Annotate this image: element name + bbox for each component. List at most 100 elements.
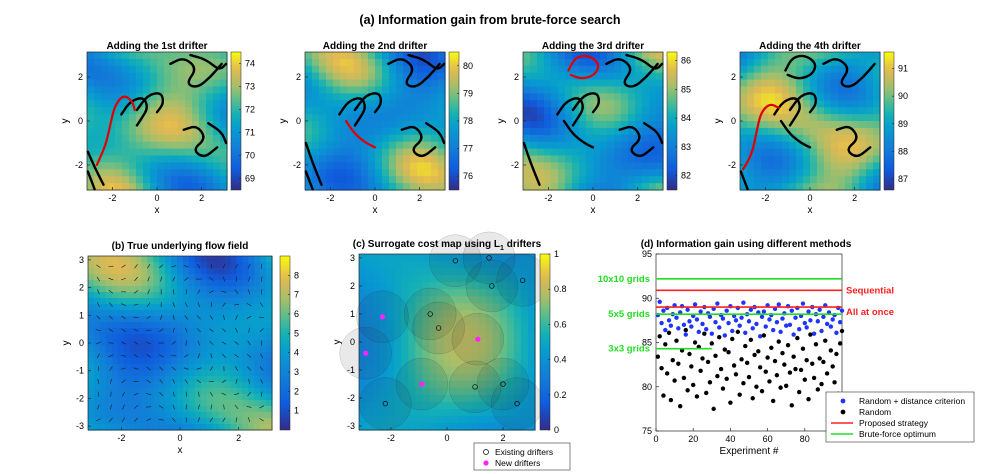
heat-cell	[565, 148, 573, 157]
heat-cell	[212, 376, 220, 383]
heat-cell	[260, 400, 267, 407]
heat-cell	[236, 388, 243, 395]
heat-cell	[182, 322, 190, 329]
heat-cell	[192, 183, 200, 191]
heat-cell	[93, 352, 101, 359]
heat-cell	[230, 274, 237, 281]
heat-cell	[177, 364, 184, 371]
heat-cell	[266, 262, 273, 269]
heat-cell	[147, 280, 154, 287]
heat-cell	[389, 155, 397, 163]
flow-arrow	[146, 406, 152, 408]
heat-cell	[319, 155, 327, 163]
heat-cell	[135, 262, 143, 269]
heat-cell	[387, 282, 395, 290]
drifter-path	[605, 58, 659, 88]
heat-cell	[380, 338, 388, 347]
heat-cell	[537, 79, 545, 88]
heat-cell	[782, 86, 790, 94]
heat-cell	[185, 183, 193, 191]
heat-cell	[206, 424, 214, 431]
heat-cell	[326, 121, 334, 129]
heat-cell	[429, 422, 438, 431]
heat-cell	[396, 148, 404, 157]
heat-cell	[424, 127, 432, 136]
heat-cell	[94, 183, 102, 191]
heat-cell	[527, 261, 536, 269]
heat-cell	[212, 358, 220, 365]
heat-cell	[157, 121, 165, 129]
heat-cell	[182, 412, 190, 419]
heat-cell	[354, 107, 362, 115]
heat-cell	[593, 79, 601, 88]
heat-cell	[600, 86, 608, 94]
heat-cell	[326, 65, 334, 74]
heat-cell	[485, 408, 494, 417]
heat-cell	[87, 148, 95, 157]
heat-cell	[212, 346, 220, 353]
heat-cell	[415, 408, 423, 417]
heat-cell	[88, 358, 95, 365]
heat-cell	[206, 141, 214, 150]
heat-cell	[192, 58, 200, 67]
heat-cell	[87, 86, 95, 94]
heat-cell	[740, 65, 748, 74]
heat-cell	[105, 334, 113, 341]
heat-cell	[817, 72, 825, 81]
heat-cell	[220, 114, 228, 122]
heat-cell	[319, 127, 327, 136]
heat-cell	[831, 93, 839, 101]
heat-cell	[499, 275, 508, 283]
heat-cell	[789, 162, 797, 170]
heat-cell	[123, 334, 131, 341]
heat-cell	[319, 162, 327, 170]
heat-cell	[248, 412, 255, 419]
heat-cell	[340, 114, 348, 122]
heat-cell	[649, 148, 657, 157]
heat-cell	[200, 304, 208, 311]
heat-cell	[558, 148, 566, 157]
heat-cell	[387, 415, 395, 424]
heat-cell	[312, 107, 320, 115]
distance-criterion-point	[698, 309, 703, 314]
heat-cell	[431, 114, 439, 122]
heat-cell	[347, 134, 355, 143]
heat-cell	[361, 79, 369, 88]
heat-cell	[141, 412, 148, 419]
heat-cell	[177, 400, 184, 407]
heat-cell	[312, 58, 320, 67]
heat-cell	[218, 352, 226, 359]
heat-cell	[206, 52, 214, 60]
heat-cell	[88, 316, 95, 323]
heat-cell	[224, 274, 232, 281]
heat-cell	[242, 340, 249, 347]
heat-cell	[99, 394, 107, 401]
heat-cell	[182, 424, 190, 431]
heat-cell	[194, 352, 202, 359]
heat-cell	[401, 275, 409, 283]
heat-cell	[614, 114, 622, 122]
flow-arrow	[121, 328, 126, 332]
heat-cell	[464, 261, 473, 269]
heat-cell	[266, 334, 273, 341]
heat-cell	[123, 256, 131, 263]
heat-cell	[150, 141, 158, 150]
flow-arrow	[210, 404, 213, 410]
heat-cell	[593, 155, 601, 163]
heat-cell	[537, 100, 545, 108]
heat-cell	[761, 114, 769, 122]
heat-cell	[621, 176, 629, 184]
heat-cell	[141, 328, 148, 335]
flow-arrow	[184, 315, 188, 320]
heat-cell	[194, 382, 202, 389]
heat-cell	[266, 382, 273, 389]
heat-cell	[213, 148, 221, 157]
heat-cell	[88, 370, 95, 377]
heat-cell	[464, 415, 473, 424]
heat-cell	[747, 162, 755, 170]
heat-cell	[88, 400, 95, 407]
heat-cell	[544, 52, 552, 60]
heat-cell	[380, 422, 388, 431]
heat-cell	[513, 380, 522, 389]
heat-cell	[471, 268, 480, 276]
